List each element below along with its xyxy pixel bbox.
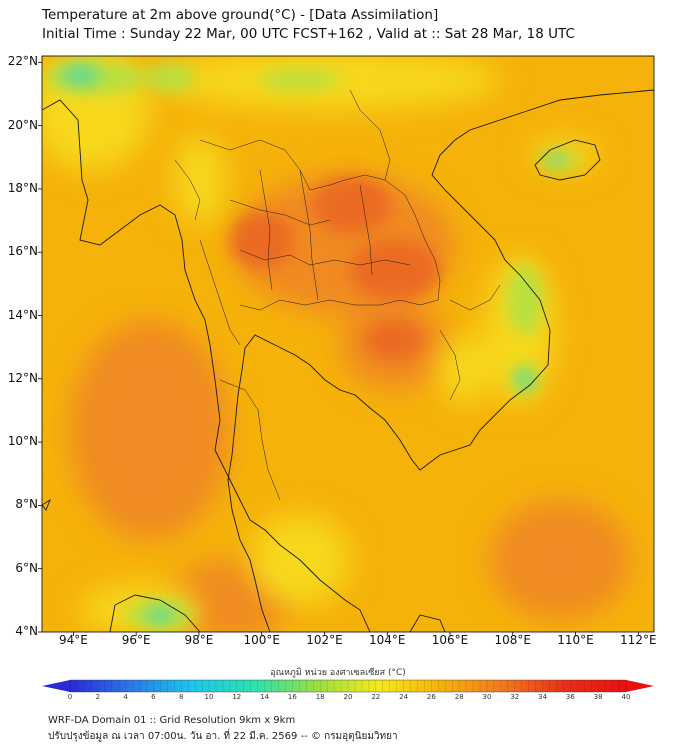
colorbar-tick-label: 30 bbox=[482, 693, 492, 701]
latitude-label: 22°N bbox=[7, 54, 38, 69]
colorbar-tick-label: 36 bbox=[565, 693, 575, 701]
colorbar-tick-label: 6 bbox=[151, 693, 156, 701]
longitude-label: 110°E bbox=[557, 633, 594, 647]
latitude-label: 16°N bbox=[7, 244, 38, 259]
temperature-field bbox=[42, 56, 654, 632]
colorbar-tick-label: 0 bbox=[67, 693, 73, 701]
map-title: Temperature at 2m above ground(°C) - [Da… bbox=[42, 7, 439, 23]
colorbar-tick-label: 4 bbox=[123, 693, 128, 701]
latitude-label: 4°N bbox=[15, 624, 38, 638]
colorbar-tick-label: 22 bbox=[371, 693, 381, 701]
colorbar-tick-label: 38 bbox=[593, 693, 603, 701]
colorbar-tick-label: 14 bbox=[260, 693, 270, 701]
update-info: ปรับปรุงข้อมูล ณ เวลา 07:00น. วัน อา. ที… bbox=[48, 731, 398, 742]
hot-region bbox=[230, 177, 440, 360]
colorbar-tick-label: 10 bbox=[204, 693, 214, 701]
colorbar-tick-label: 18 bbox=[315, 693, 325, 701]
longitude-label: 108°E bbox=[494, 633, 532, 647]
colorbar-extend-low bbox=[42, 680, 70, 692]
latitude-label: 14°N bbox=[7, 307, 38, 322]
longitude-label: 104°E bbox=[368, 633, 406, 647]
latitude-label: 6°N bbox=[15, 560, 38, 575]
colorbar-tick-label: 24 bbox=[399, 693, 409, 701]
map-frame bbox=[41, 55, 655, 633]
latitude-label: 18°N bbox=[7, 180, 38, 195]
colorbar-tick-label: 34 bbox=[538, 693, 548, 701]
latitude-label: 10°N bbox=[7, 434, 38, 449]
longitude-label: 98°E bbox=[184, 633, 214, 647]
latitude-label: 8°N bbox=[15, 497, 38, 512]
colorbar-tick-label: 40 bbox=[621, 693, 631, 701]
map-subtitle: Initial Time : Sunday 22 Mar, 00 UTC FCS… bbox=[42, 26, 575, 42]
longitude-label: 96°E bbox=[121, 633, 151, 647]
warm-region bbox=[70, 175, 630, 632]
latitude-label: 20°N bbox=[7, 117, 38, 132]
colorbar-tick-label: 12 bbox=[232, 693, 242, 701]
colorbar-tick-label: 8 bbox=[178, 693, 184, 701]
colorbar-tick-label: 26 bbox=[426, 693, 436, 701]
admin-borders bbox=[174, 89, 501, 501]
longitude-label: 106°E bbox=[431, 633, 469, 647]
model-info: WRF-DA Domain 01 :: Grid Resolution 9km … bbox=[48, 715, 296, 726]
colorbar-extend-high bbox=[626, 680, 654, 692]
colorbar-tick-label: 20 bbox=[343, 693, 353, 701]
axis-ticks bbox=[38, 61, 639, 636]
coldest-region bbox=[60, 65, 565, 623]
longitude-label: 112°E bbox=[620, 633, 657, 647]
colorbar-tick-label: 32 bbox=[510, 693, 520, 701]
colorbar-tick-label: 2 bbox=[95, 693, 101, 701]
longitude-label: 94°E bbox=[58, 633, 88, 647]
longitude-label: 102°E bbox=[306, 633, 343, 647]
colorbar-tick-label: 28 bbox=[454, 693, 464, 701]
latitude-label: 12°N bbox=[7, 370, 38, 385]
longitude-label: 100°E bbox=[243, 633, 280, 647]
colorbar-tick-label: 16 bbox=[287, 693, 297, 701]
colorbar-title: อุณหภูมิ หน่วย องศาเซลเซียส (°C) bbox=[270, 668, 406, 678]
coastlines bbox=[42, 89, 654, 632]
